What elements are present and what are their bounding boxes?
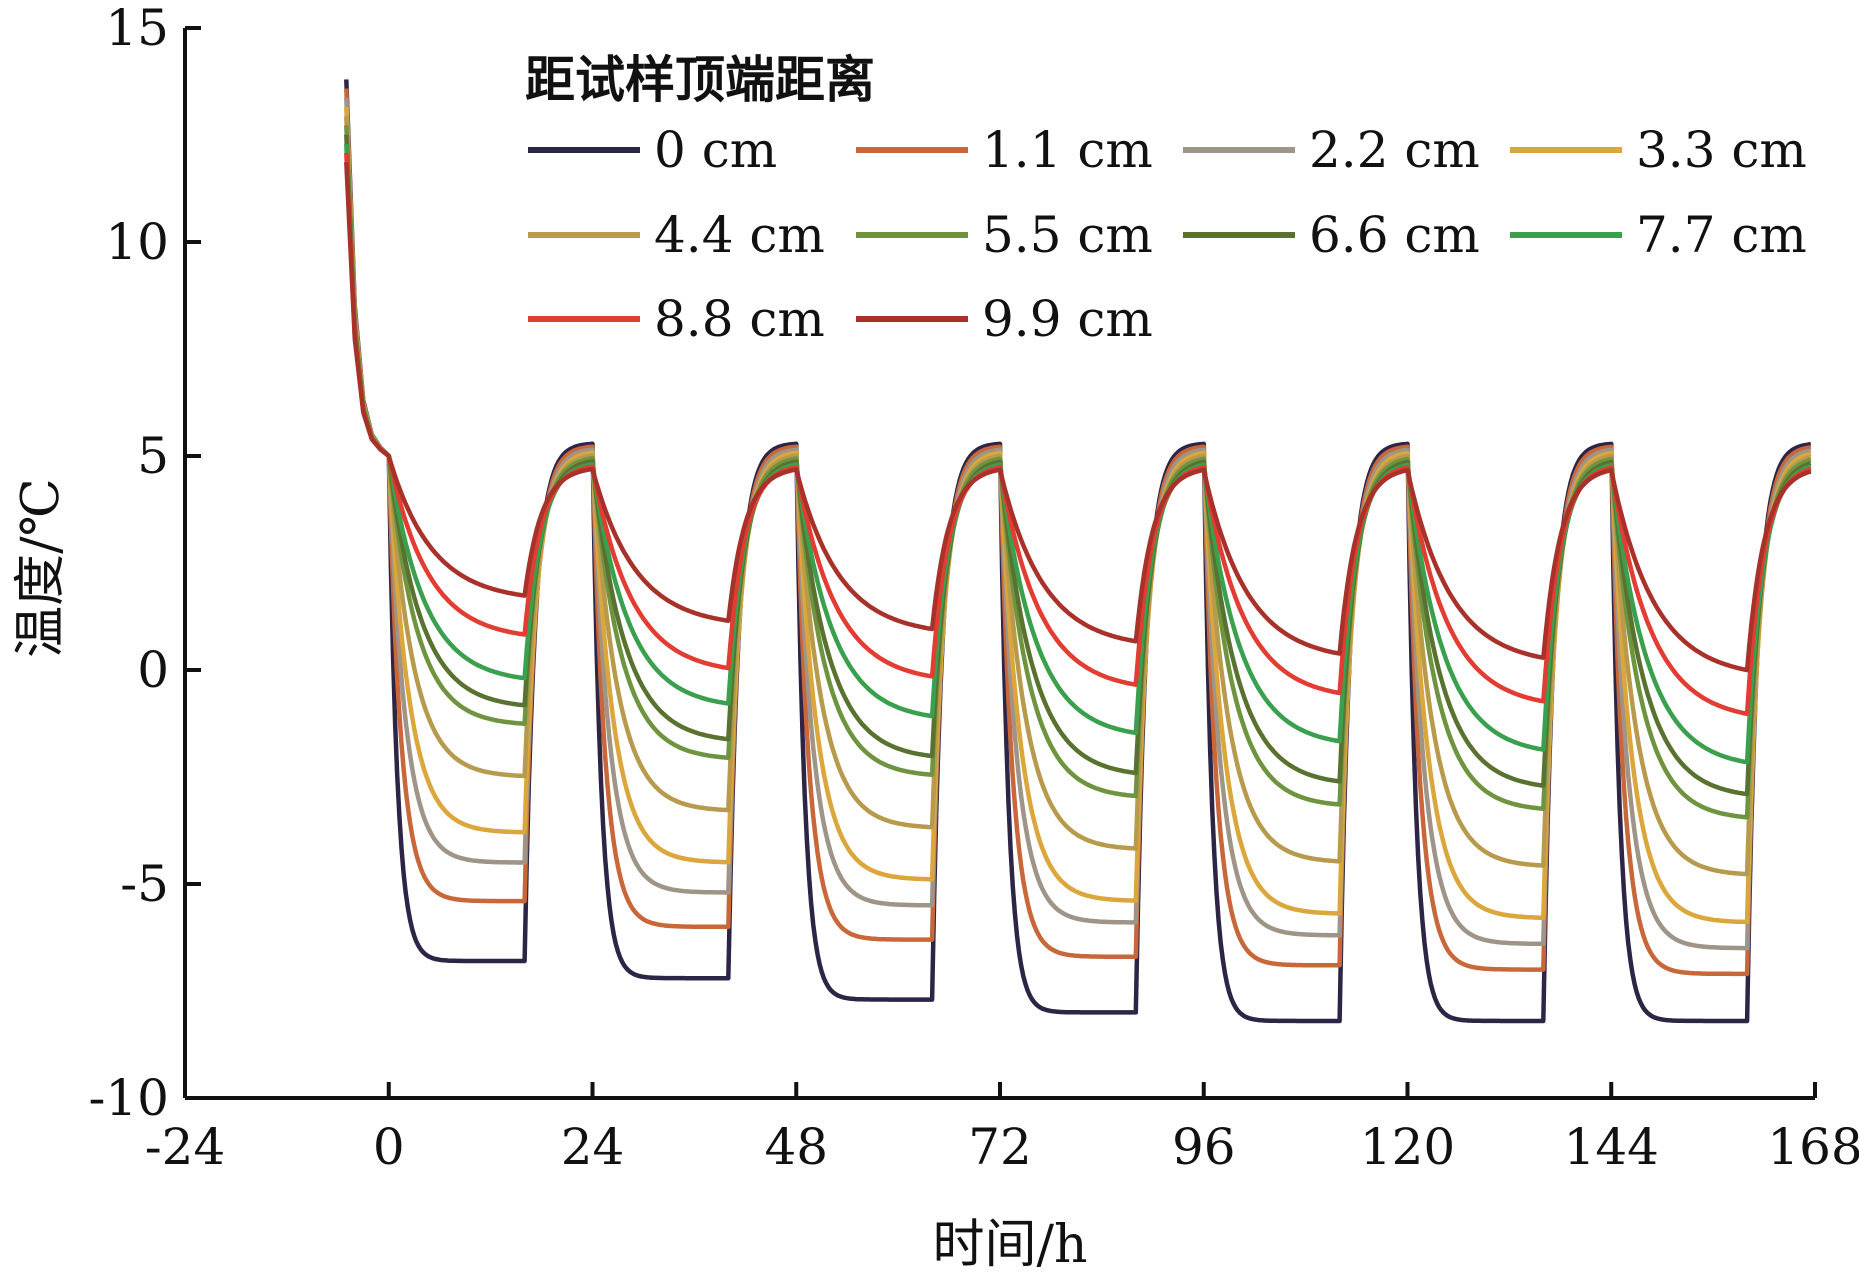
x-tick-label: -24 <box>145 1118 226 1176</box>
y-tick-label: 5 <box>137 427 169 485</box>
plot-lines <box>344 79 1812 1024</box>
y-tick-label: 10 <box>105 213 169 271</box>
legend-label: 9.9 cm <box>982 290 1153 348</box>
legend-title: 距试样顶端距离 <box>525 50 875 109</box>
x-tick-label: 96 <box>1172 1118 1236 1176</box>
y-ticks: -10 -5 0 5 10 15 <box>88 0 201 1127</box>
y-tick-label: 0 <box>137 641 169 699</box>
legend-label: 6.6 cm <box>1309 206 1480 264</box>
legend-items: 0 cm 1.1 cm 2.2 cm 3.3 cm 4.4 cm 5.5 cm 6.6 cm… <box>528 121 1807 348</box>
legend-label: 3.3 cm <box>1636 121 1807 179</box>
x-tick-label: 144 <box>1564 1118 1659 1176</box>
x-tick-label: 48 <box>764 1118 828 1176</box>
x-tick-label: 72 <box>968 1118 1032 1176</box>
y-tick-label: -10 <box>88 1069 169 1127</box>
x-axis-title: 时间/h <box>932 1215 1087 1275</box>
y-tick-label: 15 <box>105 0 169 57</box>
legend-label: 0 cm <box>654 121 777 179</box>
axes: -24 0 24 48 72 96 120 144 168 -10 -5 0 5 10 15 <box>88 0 1859 1176</box>
x-ticks: -24 0 24 48 72 96 120 144 168 <box>145 1082 1859 1176</box>
x-tick-label: 24 <box>561 1118 625 1176</box>
legend-label: 5.5 cm <box>982 206 1153 264</box>
x-tick-label: 0 <box>373 1118 405 1176</box>
series-line-9-9-cm <box>344 162 1812 673</box>
legend-label: 8.8 cm <box>654 290 825 348</box>
x-tick-label: 120 <box>1360 1118 1455 1176</box>
legend-label: 1.1 cm <box>982 121 1153 179</box>
x-tick-label: 168 <box>1767 1118 1859 1176</box>
y-axis-title: 温度/℃ <box>11 478 71 658</box>
legend-label: 7.7 cm <box>1636 206 1807 264</box>
legend-label: 4.4 cm <box>654 206 825 264</box>
legend: 距试样顶端距离 0 cm 1.1 cm 2.2 cm 3.3 cm 4.4 cm 5.5 … <box>525 50 1807 348</box>
y-tick-label: -5 <box>120 855 169 913</box>
legend-label: 2.2 cm <box>1309 121 1480 179</box>
